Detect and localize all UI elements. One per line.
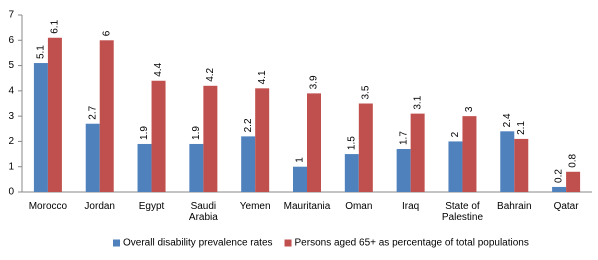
data-label: 1.9 — [191, 126, 202, 140]
bar — [293, 166, 307, 192]
bar — [462, 116, 477, 192]
bar — [99, 40, 114, 193]
legend-swatch — [284, 239, 292, 247]
x-tick-label: Oman — [345, 201, 373, 212]
x-tick-label: Mauritania — [283, 201, 331, 212]
y-tick-label: 3 — [8, 111, 14, 122]
data-label: 0.2 — [554, 169, 565, 183]
bar — [410, 113, 425, 192]
bar — [307, 93, 321, 192]
x-tick-label: Iraq — [402, 201, 420, 212]
legend-swatch — [113, 239, 120, 247]
bar — [358, 103, 373, 192]
data-label: 3.9 — [309, 75, 320, 89]
bar — [552, 186, 567, 192]
x-tick-label: Morocco — [28, 201, 68, 212]
x-tick-label: Egypt — [138, 201, 165, 212]
data-label: 1.7 — [398, 131, 409, 145]
x-tick-label: Saudi Arabia — [188, 201, 218, 223]
x-tick-label: Jordan — [84, 201, 115, 212]
data-label: 5.1 — [36, 45, 47, 59]
data-label: 3.1 — [412, 95, 423, 109]
y-tick-label: 6 — [8, 35, 14, 46]
y-tick-label: 5 — [8, 60, 14, 71]
data-label: 4.4 — [153, 62, 164, 76]
data-label: 6.1 — [50, 19, 61, 33]
bar — [151, 80, 166, 192]
bar — [85, 123, 100, 192]
data-label: 0.8 — [568, 153, 579, 167]
data-label: 2.7 — [87, 105, 98, 119]
bar — [344, 154, 359, 192]
data-label: 1.5 — [346, 136, 357, 150]
y-tick-label: 0 — [8, 187, 14, 198]
data-label: 2.1 — [516, 121, 527, 135]
data-label: 2 — [450, 131, 461, 137]
bar — [203, 85, 218, 192]
x-tick-label: State of Palestine — [441, 201, 484, 223]
data-label: 1 — [295, 157, 306, 163]
bar — [47, 37, 62, 192]
bar — [500, 131, 515, 192]
bar — [255, 88, 270, 192]
legend-label: Overall disability prevalence rates — [123, 238, 273, 249]
y-tick-label: 4 — [8, 85, 14, 96]
bar — [241, 136, 256, 192]
y-tick-label: 7 — [8, 10, 14, 21]
x-tick-label: Qatar — [553, 201, 579, 212]
bar — [396, 149, 411, 192]
bar — [566, 171, 581, 192]
data-label: 3 — [464, 106, 475, 112]
bar — [448, 141, 463, 192]
data-label: 4.1 — [257, 70, 268, 84]
x-tick-label: Bahrain — [497, 201, 532, 212]
bar — [514, 138, 529, 192]
legend-label: Persons aged 65+ as percentage of total … — [295, 238, 529, 249]
bar — [33, 63, 48, 192]
data-label: 2.4 — [502, 113, 513, 127]
data-label: 6 — [101, 30, 112, 36]
data-label: 3.5 — [360, 85, 371, 99]
data-label: 1.9 — [139, 126, 150, 140]
y-tick-label: 1 — [8, 161, 14, 172]
data-label: 4.2 — [205, 67, 216, 81]
data-label: 2.2 — [243, 118, 254, 132]
x-tick-label: Yemen — [239, 201, 271, 212]
bar — [137, 143, 152, 192]
y-tick-label: 2 — [8, 136, 14, 147]
bar — [189, 143, 204, 192]
